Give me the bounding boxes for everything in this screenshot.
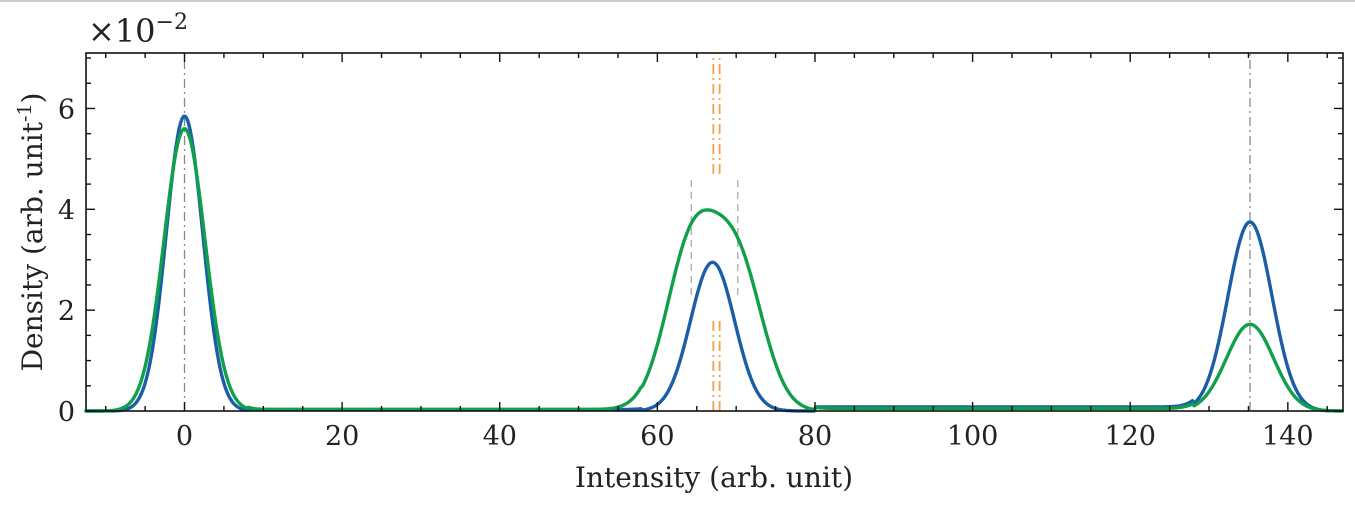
x-tick-label-5: 100 (947, 421, 999, 452)
y-tick-label-3: 6 (58, 94, 75, 125)
y-axis-label-main: Density (arb. unit (16, 121, 49, 371)
x-tick-label-7: 140 (1262, 421, 1314, 452)
y-axis-label-close: ) (16, 93, 49, 104)
x-axis-label: Intensity (arb. unit) (575, 461, 853, 494)
y-tick-labels: 0 2 4 6 (58, 94, 75, 428)
x-tick-label-0: 0 (176, 421, 193, 452)
y-offset-base: ×10 (88, 12, 156, 50)
x-tick-label-3: 60 (640, 421, 674, 452)
x-tick-labels: 0 20 40 60 80 100 120 140 (176, 421, 1314, 452)
y-offset-exponent: −2 (156, 10, 188, 35)
x-tick-label-2: 40 (483, 421, 517, 452)
axis-ticks (86, 53, 1343, 412)
y-axis-label-superscript: -1 (14, 104, 36, 123)
x-tick-label-6: 120 (1104, 421, 1156, 452)
x-tick-label-4: 80 (798, 421, 832, 452)
density-curves (84, 114, 1344, 413)
y-tick-label-0: 0 (58, 397, 75, 428)
y-axis-label: Density (arb. unit-1) (14, 93, 49, 372)
series-line-1 (84, 127, 1344, 413)
plot-frame (85, 52, 1344, 412)
reference-lines (183, 53, 1251, 411)
y-tick-label-1: 2 (58, 296, 75, 327)
x-tick-label-1: 20 (325, 421, 359, 452)
y-offset-text: ×10−2 (88, 10, 188, 50)
y-tick-label-2: 4 (58, 195, 75, 226)
